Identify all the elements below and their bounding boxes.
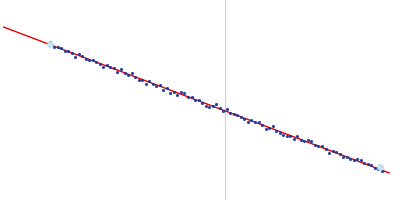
Point <box>107 66 114 69</box>
Point <box>224 107 230 110</box>
Point <box>241 117 248 120</box>
Point <box>259 124 265 127</box>
Point <box>79 54 85 58</box>
Point <box>72 55 78 58</box>
Point <box>266 126 272 129</box>
Point <box>104 64 110 67</box>
Point <box>238 115 244 119</box>
Point <box>188 95 195 99</box>
Point <box>171 91 177 94</box>
Point <box>291 137 297 140</box>
Point <box>125 73 131 76</box>
Point <box>220 109 226 113</box>
Point <box>262 127 269 130</box>
Point <box>51 45 57 48</box>
Point <box>308 140 315 143</box>
Point <box>178 90 184 94</box>
Point <box>132 75 138 78</box>
Point <box>358 158 364 162</box>
Point <box>368 164 375 167</box>
Point <box>379 170 385 173</box>
Point <box>121 71 128 74</box>
Point <box>216 107 223 110</box>
Point <box>280 133 286 136</box>
Point <box>199 102 205 105</box>
Point <box>245 120 251 123</box>
Point <box>174 93 181 96</box>
Point <box>333 150 339 153</box>
Point <box>160 88 166 91</box>
Point <box>234 114 240 117</box>
Point <box>68 51 75 54</box>
Point <box>114 71 121 74</box>
Point <box>375 167 382 171</box>
Point <box>361 161 368 164</box>
Point <box>54 46 61 49</box>
Point <box>167 91 174 95</box>
Point <box>336 152 343 155</box>
Point <box>118 68 124 71</box>
Point <box>86 58 92 61</box>
Point <box>315 144 322 147</box>
Point <box>47 41 54 44</box>
Point <box>252 121 258 124</box>
Point <box>326 151 332 154</box>
Point <box>372 166 378 169</box>
Point <box>273 129 279 132</box>
Point <box>213 103 220 106</box>
Point <box>139 78 145 82</box>
Point <box>164 86 170 90</box>
Point <box>90 58 96 62</box>
Point <box>319 145 325 148</box>
Point <box>227 111 234 114</box>
Point <box>276 131 283 134</box>
Point <box>181 91 188 95</box>
Point <box>210 104 216 107</box>
Point <box>61 50 68 53</box>
Point <box>377 165 383 169</box>
Point <box>111 67 117 70</box>
Point <box>347 157 354 161</box>
Point <box>298 138 304 142</box>
Point <box>301 139 308 142</box>
Point <box>365 163 371 166</box>
Point <box>100 65 106 68</box>
Point <box>354 157 360 161</box>
Point <box>156 83 163 86</box>
Point <box>150 82 156 86</box>
Point <box>287 134 294 138</box>
Point <box>350 158 357 162</box>
Point <box>192 98 198 101</box>
Point <box>202 104 209 108</box>
Point <box>93 61 100 64</box>
Point <box>185 96 191 99</box>
Point <box>146 79 152 82</box>
Point <box>142 82 149 86</box>
Point <box>97 62 103 65</box>
Point <box>58 47 64 50</box>
Point <box>47 43 54 46</box>
Point <box>305 139 311 142</box>
Point <box>340 155 346 158</box>
Point <box>322 148 329 151</box>
Point <box>231 112 237 116</box>
Point <box>76 52 82 56</box>
Point <box>248 119 255 122</box>
Point <box>206 106 212 109</box>
Point <box>294 134 300 138</box>
Point <box>284 134 290 137</box>
Point <box>330 149 336 152</box>
Point <box>65 50 71 53</box>
Point <box>195 98 202 102</box>
Point <box>255 120 262 123</box>
Point <box>153 84 160 87</box>
Point <box>128 71 135 74</box>
Point <box>82 57 89 61</box>
Point <box>136 79 142 82</box>
Point <box>270 125 276 128</box>
Point <box>312 144 318 147</box>
Point <box>344 156 350 159</box>
